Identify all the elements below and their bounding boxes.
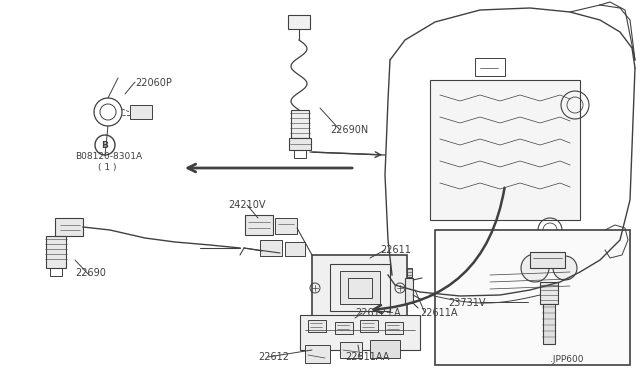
- FancyArrowPatch shape: [374, 188, 504, 313]
- Bar: [308, 320, 326, 332]
- Text: B08120-8301A: B08120-8301A: [75, 152, 142, 161]
- Bar: [55, 218, 83, 236]
- Circle shape: [521, 254, 549, 282]
- Text: 22690N: 22690N: [330, 125, 368, 135]
- Bar: [370, 340, 400, 358]
- Text: 22611: 22611: [380, 245, 411, 255]
- Bar: [130, 105, 152, 119]
- Text: ( 1 ): ( 1 ): [98, 163, 116, 172]
- Text: 23731V: 23731V: [448, 298, 486, 308]
- Bar: [340, 342, 362, 358]
- Text: 22690: 22690: [75, 268, 106, 278]
- Bar: [294, 150, 306, 158]
- Bar: [435, 230, 630, 365]
- Bar: [288, 15, 310, 29]
- Bar: [300, 315, 420, 350]
- Bar: [530, 252, 565, 268]
- Bar: [543, 304, 555, 344]
- Bar: [340, 271, 380, 304]
- Text: B: B: [102, 141, 108, 150]
- Bar: [275, 218, 297, 234]
- Bar: [335, 322, 353, 334]
- Bar: [50, 268, 62, 276]
- Bar: [46, 236, 66, 268]
- Text: .JPP600: .JPP600: [550, 355, 584, 364]
- Bar: [385, 322, 403, 334]
- Bar: [285, 242, 305, 256]
- Text: 22611A: 22611A: [420, 308, 458, 318]
- Circle shape: [553, 256, 577, 280]
- Bar: [291, 110, 309, 138]
- Text: 22611AA: 22611AA: [345, 352, 389, 362]
- Bar: [245, 215, 273, 235]
- Bar: [330, 264, 390, 311]
- Bar: [348, 278, 372, 298]
- Bar: [540, 282, 558, 304]
- Text: 24210V: 24210V: [228, 200, 266, 210]
- Bar: [289, 138, 311, 150]
- Bar: [312, 255, 407, 320]
- Text: 22612+A: 22612+A: [355, 308, 401, 318]
- Bar: [475, 58, 505, 76]
- Bar: [430, 80, 580, 220]
- Bar: [360, 320, 378, 332]
- Text: 22612: 22612: [258, 352, 289, 362]
- Bar: [407, 268, 412, 277]
- Bar: [260, 240, 282, 256]
- Text: 22060P: 22060P: [135, 78, 172, 88]
- Bar: [305, 345, 330, 363]
- Bar: [405, 278, 413, 303]
